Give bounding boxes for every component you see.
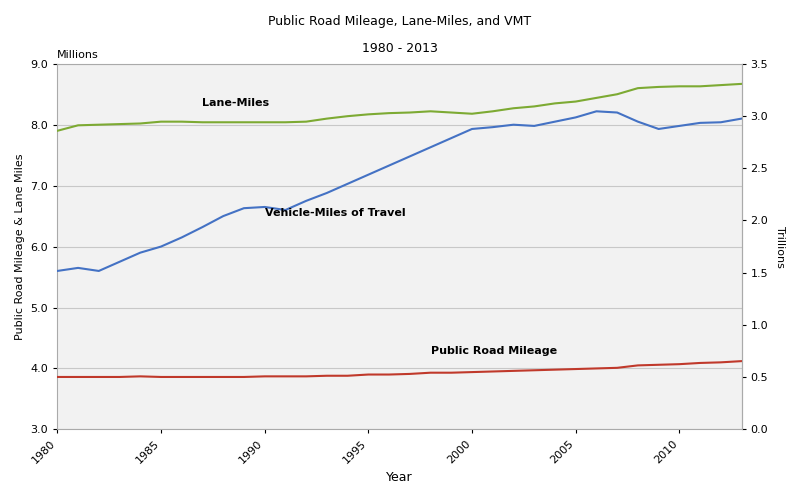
Text: Public Road Mileage, Lane-Miles, and VMT: Public Road Mileage, Lane-Miles, and VMT (269, 15, 531, 28)
Text: Lane-Miles: Lane-Miles (202, 98, 270, 108)
Text: Vehicle-Miles of Travel: Vehicle-Miles of Travel (265, 208, 406, 218)
Text: Public Road Mileage: Public Road Mileage (430, 346, 557, 356)
Text: Millions: Millions (58, 50, 99, 60)
Y-axis label: Trillions: Trillions (775, 226, 785, 267)
X-axis label: Year: Year (386, 471, 413, 484)
Text: 1980 - 2013: 1980 - 2013 (362, 42, 438, 55)
Y-axis label: Public Road Mileage & Lane Miles: Public Road Mileage & Lane Miles (15, 153, 25, 340)
